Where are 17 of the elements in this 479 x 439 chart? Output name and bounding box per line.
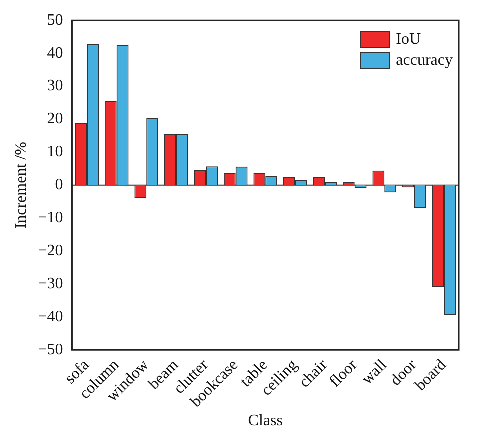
y-tick-label: 50	[47, 12, 64, 29]
y-tick-label: −30	[38, 275, 64, 292]
y-tick-label: 0	[55, 176, 64, 194]
y-tick-label: 30	[47, 78, 64, 95]
y-tick-label: 20	[47, 110, 64, 128]
x-tick-label: wall	[358, 356, 391, 388]
y-tick-label: −50	[38, 341, 64, 358]
legend-label: IoU	[396, 30, 422, 49]
y-axis-title: Increment /%	[12, 142, 30, 229]
y-tick-label: 10	[47, 144, 64, 161]
y-tick-label: −10	[38, 210, 64, 227]
y-tick-label: −20	[38, 242, 64, 260]
y-tick-label: −40	[38, 308, 64, 326]
y-tick-label: 40	[47, 44, 64, 62]
x-axis-title: Class	[248, 412, 283, 430]
x-tick-label: floor	[326, 356, 362, 391]
legend-label: accuracy	[396, 51, 453, 70]
